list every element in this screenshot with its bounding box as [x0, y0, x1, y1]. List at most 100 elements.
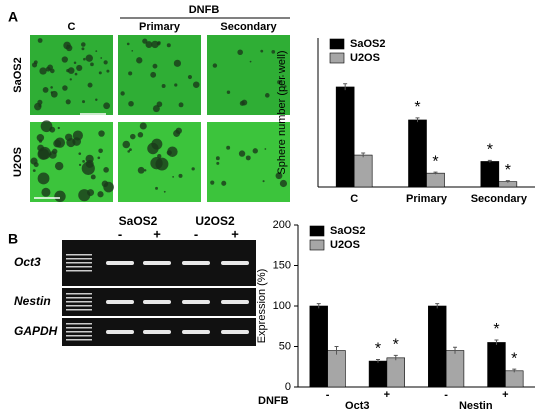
- significance-mark: *: [493, 321, 499, 338]
- ladder-band: [66, 331, 92, 333]
- sphere: [282, 75, 284, 77]
- sphere: [78, 152, 82, 155]
- row-label: U2OS: [12, 147, 24, 177]
- sphere: [72, 137, 82, 146]
- sphere: [57, 126, 60, 130]
- ladder-band: [66, 258, 92, 260]
- sphere: [130, 133, 136, 140]
- column-label: Primary: [139, 21, 181, 33]
- gel-band: [221, 330, 249, 334]
- sphere: [103, 102, 111, 110]
- sphere: [98, 71, 102, 75]
- sphere: [151, 40, 159, 49]
- sphere: [51, 148, 58, 155]
- sphere: [47, 64, 53, 71]
- sphere: [76, 64, 83, 72]
- sphere: [238, 150, 246, 157]
- sphere: [137, 132, 144, 138]
- sphere: [129, 148, 132, 152]
- significance-mark: *: [432, 153, 438, 170]
- x-tick-label: -: [326, 389, 330, 401]
- sphere: [178, 102, 184, 108]
- sphere: [85, 160, 94, 168]
- sphere: [82, 160, 85, 163]
- sphere: [128, 71, 133, 76]
- sphere: [66, 44, 73, 52]
- sphere: [54, 190, 66, 203]
- significance-mark: *: [505, 162, 511, 179]
- microscopy: C Primary Secondary SaOS2 U2OS: [12, 21, 290, 203]
- bar: [480, 161, 500, 188]
- x-axis-label: DNFB: [258, 395, 289, 407]
- sphere: [98, 130, 105, 137]
- ladder-band: [66, 323, 92, 325]
- error-bar: [375, 358, 380, 363]
- gel-band: [221, 300, 249, 304]
- sphere: [62, 85, 68, 91]
- bar: [487, 342, 506, 388]
- sphere: [210, 180, 215, 185]
- group-label: Nestin: [459, 400, 493, 412]
- error-bar: [393, 354, 398, 361]
- ladder-band: [66, 327, 92, 329]
- sphere: [157, 154, 162, 159]
- gel-band: [106, 300, 134, 304]
- sphere: [90, 174, 96, 180]
- error-bar: [505, 180, 510, 183]
- legend-label: U2OS: [350, 52, 380, 64]
- legend-swatch: [309, 225, 325, 237]
- sphere: [212, 63, 218, 68]
- bar: [505, 370, 524, 388]
- sphere: [167, 146, 178, 157]
- sphere: [215, 156, 220, 161]
- sphere: [245, 155, 251, 161]
- sphere: [53, 139, 62, 148]
- panel-label: B: [8, 231, 18, 247]
- sphere: [73, 61, 77, 65]
- sphere: [216, 161, 220, 165]
- gene-label: GAPDH: [14, 324, 58, 338]
- sphere: [275, 172, 283, 180]
- ladder-band: [66, 270, 92, 272]
- sphere: [42, 87, 49, 93]
- ladder-band: [66, 293, 92, 295]
- sphere: [264, 148, 267, 150]
- x-tick-label: +: [384, 389, 390, 401]
- x-tick-label: Secondary: [471, 193, 528, 205]
- gel-band: [143, 261, 171, 265]
- sphere: [279, 179, 288, 188]
- sphere: [277, 80, 282, 85]
- sphere: [37, 144, 45, 152]
- error-bar: [334, 346, 339, 355]
- gene-label: Oct3: [14, 255, 41, 269]
- sphere: [87, 82, 93, 88]
- sphere: [38, 139, 43, 143]
- y-axis-label: Sphere number (per well): [276, 50, 288, 174]
- sphere: [95, 50, 98, 53]
- sphere: [152, 105, 160, 113]
- sphere: [50, 90, 58, 98]
- sphere: [65, 99, 71, 105]
- ladder-band: [66, 339, 92, 341]
- gene-label: Nestin: [14, 294, 51, 308]
- gel-band: [182, 330, 210, 334]
- gel-band: [106, 330, 134, 334]
- sphere: [150, 71, 157, 78]
- sphere: [36, 134, 45, 142]
- sphere: [150, 157, 163, 170]
- sphere: [39, 67, 47, 75]
- bar: [335, 86, 355, 188]
- sphere: [66, 69, 70, 73]
- legend-swatch: [329, 38, 345, 50]
- y-tick-label: 0: [285, 381, 291, 393]
- ladder-band: [66, 305, 92, 307]
- error-bar: [453, 346, 458, 354]
- sphere: [40, 120, 53, 133]
- treatment-label: +: [231, 226, 239, 241]
- sphere: [187, 74, 193, 80]
- sphere: [61, 56, 68, 63]
- sphere: [271, 50, 276, 54]
- sphere: [120, 91, 125, 96]
- sphere: [152, 63, 158, 69]
